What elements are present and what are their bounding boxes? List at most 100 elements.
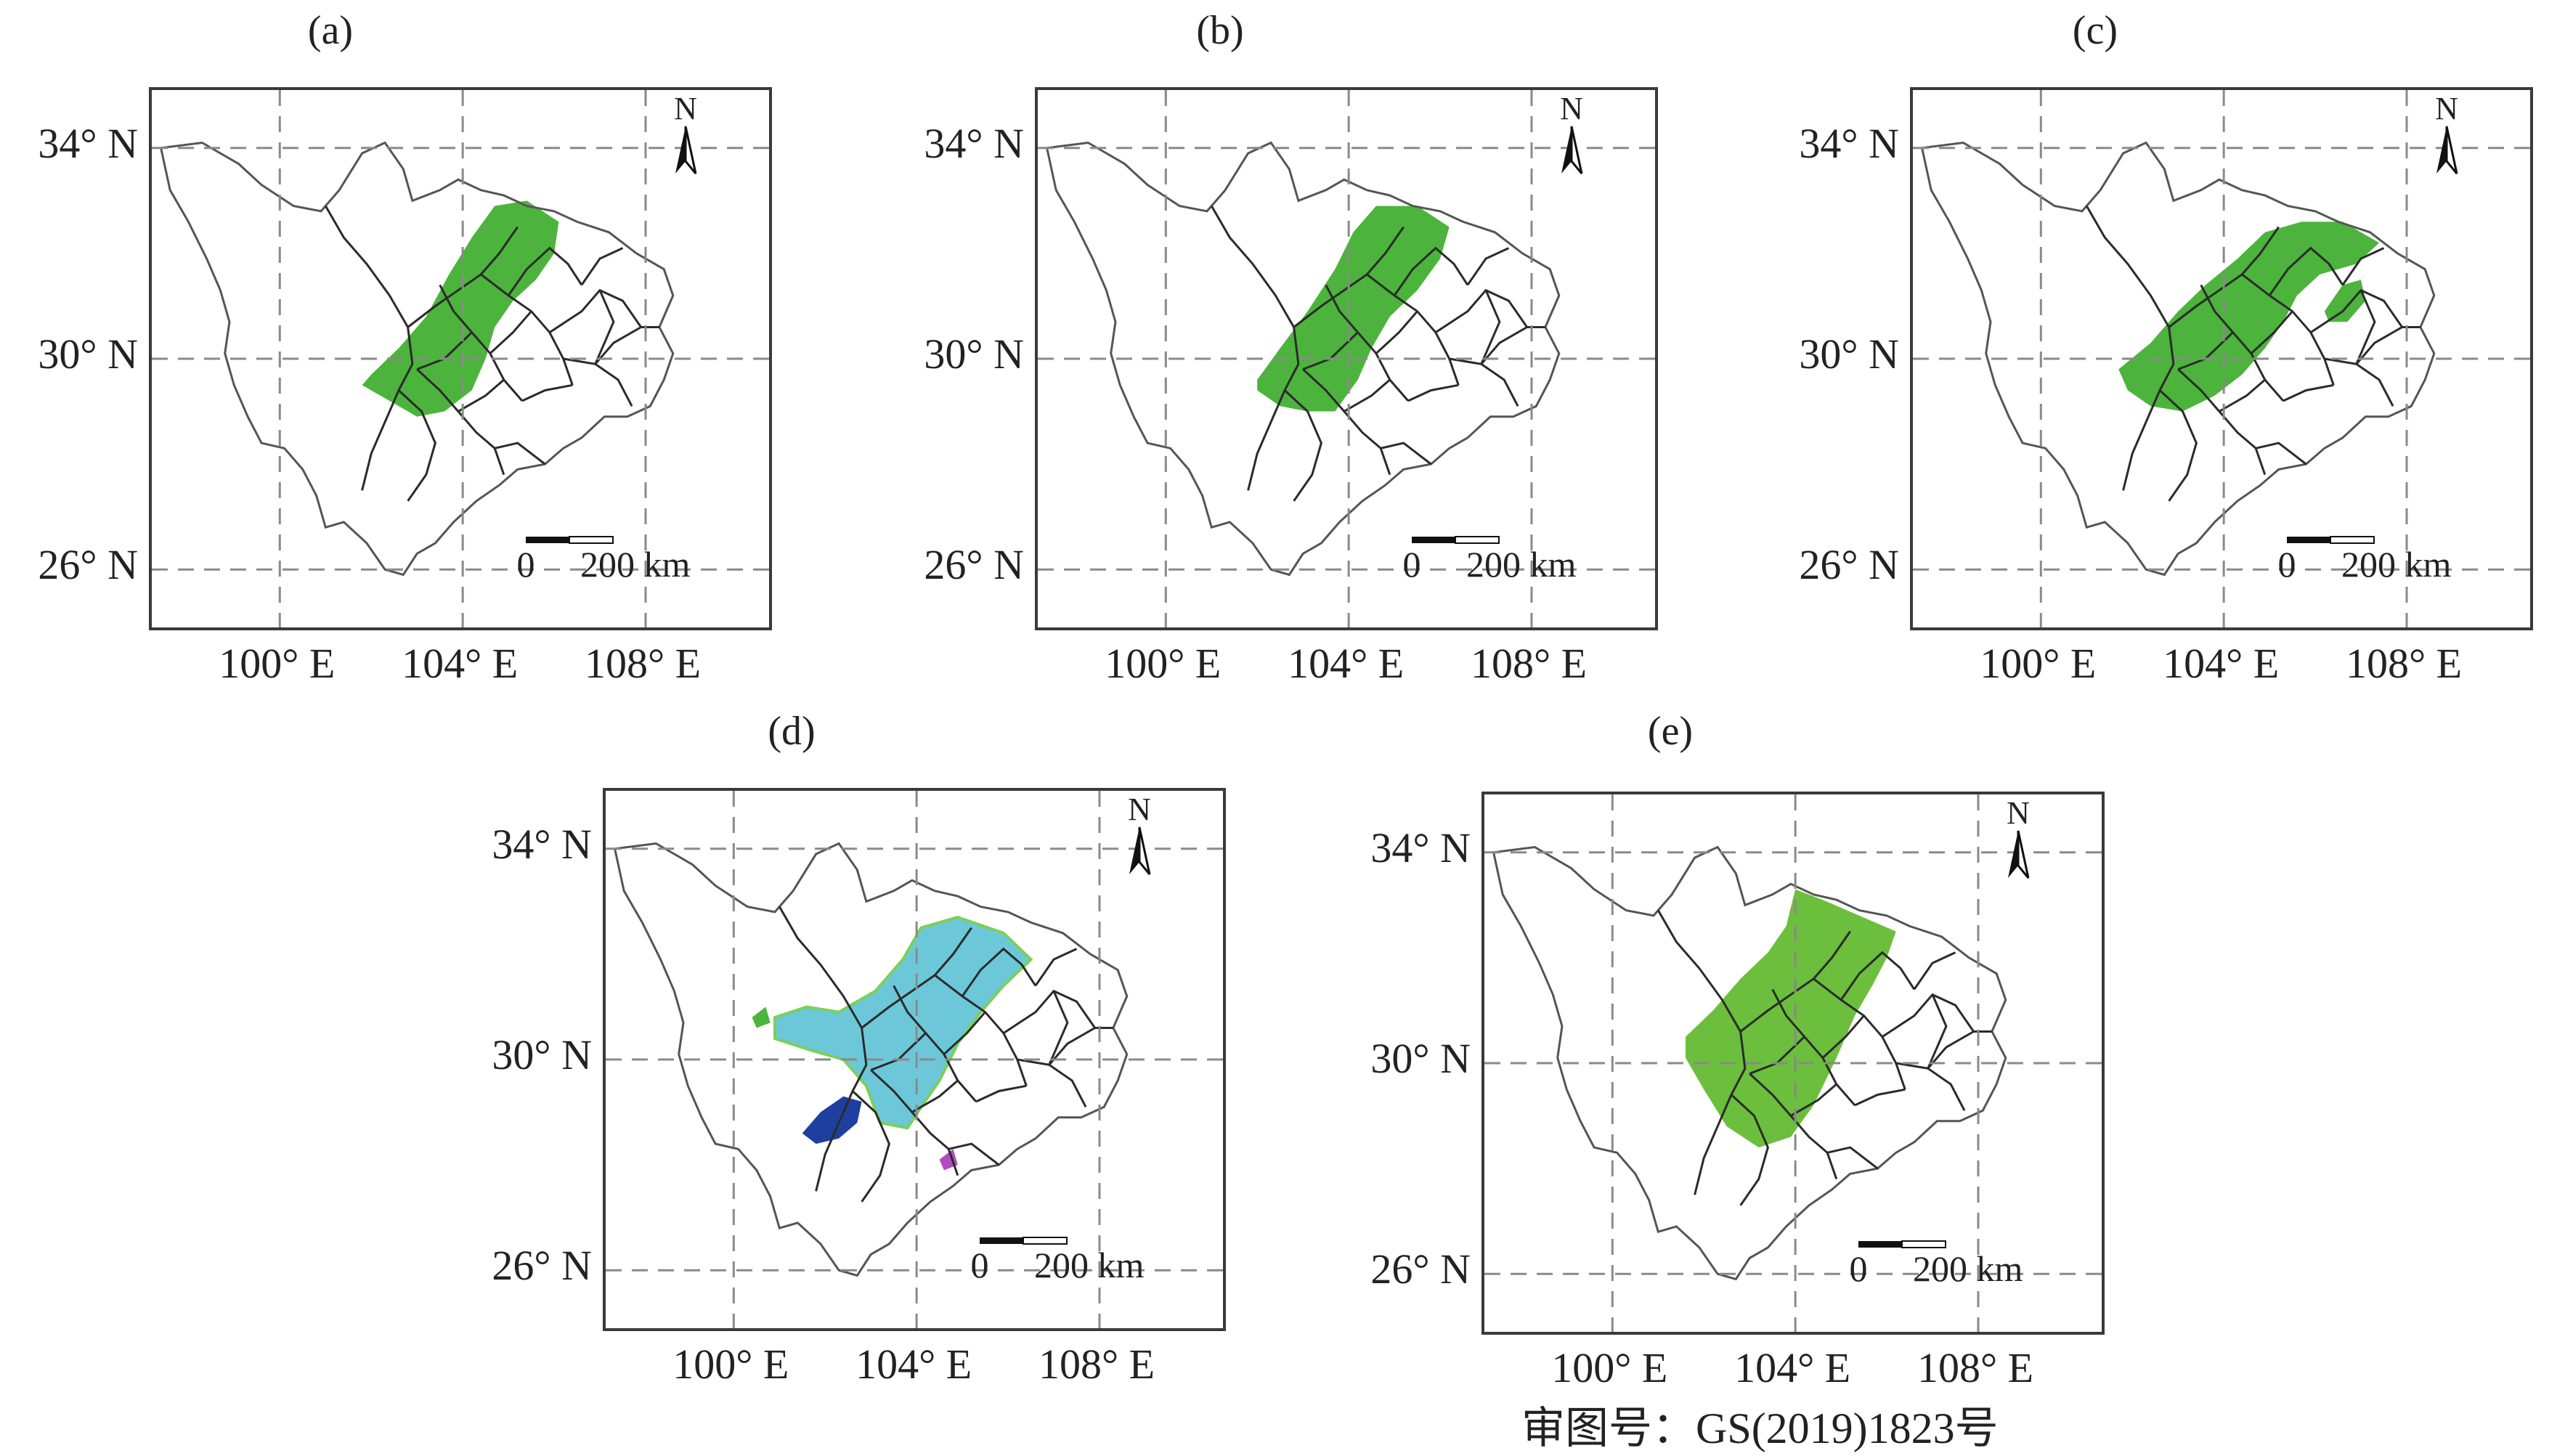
panel-label: (a)	[307, 8, 354, 53]
prefecture-boundary	[2177, 368, 2307, 465]
north-arrow-icon	[675, 126, 686, 174]
scale-bar-distance: 200 km	[1913, 1248, 2023, 1289]
scale-bar-black	[1412, 537, 1455, 543]
north-arrow-label: N	[2435, 91, 2458, 126]
scale-bar-distance: 200 km	[1034, 1245, 1145, 1285]
latitude-label: 30° N	[1799, 330, 1899, 378]
scale-bar-zero: 0	[1850, 1248, 1868, 1289]
prefecture-boundary	[934, 974, 1028, 1086]
latitude-label: 30° N	[924, 330, 1024, 378]
prefecture-boundary	[407, 226, 519, 328]
highlight-region-dark-blue	[802, 1096, 862, 1144]
north-arrow-icon	[1561, 126, 1572, 174]
prefecture-boundary	[870, 1069, 1000, 1166]
prefecture-boundary	[1730, 1094, 1769, 1206]
longitude-label: 104° E	[2163, 640, 2280, 687]
latitude-label: 30° N	[38, 330, 138, 378]
longitude-label: 108° E	[1916, 1344, 2034, 1391]
map-frame: N 0 200 km	[1910, 87, 2533, 630]
north-arrow-icon	[2008, 831, 2018, 878]
prefecture-boundary	[2283, 383, 2334, 402]
scale-bar-zero: 0	[517, 544, 535, 585]
longitude-label: 100° E	[219, 640, 336, 687]
north-arrow-label: N	[2007, 795, 2030, 831]
latitude-label: 26° N	[492, 1242, 592, 1290]
map-canvas: N 0 200 km	[1038, 90, 1655, 627]
prefecture-boundary	[1881, 993, 1992, 1038]
scale-bar-white	[569, 536, 614, 544]
prefecture-boundary	[1034, 948, 1078, 987]
longitude-label: 108° E	[1470, 640, 1588, 687]
prefecture-boundary	[1375, 310, 1418, 354]
prefecture-boundary	[563, 357, 633, 407]
prefecture-boundary	[521, 383, 573, 402]
prefecture-boundary	[1854, 1088, 1906, 1107]
highlight-region-main	[2118, 221, 2380, 412]
prefecture-boundary	[548, 288, 659, 333]
latitude-label: 30° N	[492, 1031, 592, 1078]
map-frame: N 0 200 km	[149, 87, 772, 630]
longitude-label: 100° E	[672, 1341, 789, 1388]
prefecture-boundary	[851, 1090, 890, 1203]
scale-bar-black	[980, 1237, 1023, 1244]
latitude-label: 26° N	[38, 541, 138, 589]
latitude-label: 34° N	[1799, 119, 1899, 167]
prefecture-boundary	[975, 1084, 1027, 1103]
prefecture-boundary	[439, 284, 524, 402]
prefecture-boundary	[458, 378, 505, 412]
latitude-label: 26° N	[924, 541, 1024, 589]
latitude-label: 34° N	[1370, 823, 1471, 871]
panel-label: (c)	[2072, 8, 2118, 53]
prefecture-boundary	[861, 927, 972, 1029]
scale-bar-black	[1858, 1241, 1902, 1248]
north-arrow-icon	[1129, 827, 1139, 874]
longitude-label: 108° E	[584, 640, 702, 687]
prefecture-boundary	[580, 247, 624, 286]
province-boundary	[1492, 845, 2007, 1281]
province-boundary	[159, 141, 675, 577]
prefecture-boundary	[1895, 1062, 1966, 1111]
prefecture-boundary	[397, 389, 436, 502]
north-arrow-label: N	[674, 91, 697, 126]
province-boundary	[1920, 141, 2436, 577]
prefecture-boundary	[1434, 288, 1545, 333]
prefecture-boundary	[2086, 205, 2175, 491]
prefecture-boundary	[1913, 951, 1956, 991]
north-arrow-icon-right	[2445, 126, 2458, 174]
latitude-label: 34° N	[492, 820, 592, 868]
prefecture-boundary	[2219, 378, 2266, 412]
prefecture-boundary	[1002, 989, 1113, 1034]
prefecture-boundary	[943, 1011, 986, 1055]
scale-bar-black	[526, 537, 569, 543]
prefecture-boundary	[893, 985, 977, 1102]
latitude-label: 26° N	[1370, 1245, 1471, 1293]
prefecture-boundary	[416, 368, 546, 465]
prefecture-boundary	[489, 310, 532, 354]
map-canvas: N 0 200 km	[606, 791, 1223, 1328]
scale-bar-zero: 0	[2278, 544, 2296, 585]
prefecture-boundary	[1407, 383, 1459, 402]
prefecture-boundary	[1211, 205, 1300, 491]
prefecture-boundary	[1449, 357, 1519, 407]
map-canvas: N 0 200 km	[1913, 90, 2530, 627]
longitude-label: 100° E	[1551, 1344, 1668, 1391]
longitude-label: 100° E	[1980, 640, 2097, 687]
scale-bar-distance: 200 km	[1466, 544, 1577, 585]
map-frame: N 0 200 km	[1035, 87, 1658, 630]
prefecture-boundary	[1813, 977, 1906, 1090]
prefecture-boundary	[961, 947, 1037, 997]
prefecture-boundary	[1379, 447, 1391, 476]
longitude-label: 108° E	[1038, 1341, 1155, 1388]
highlight-region-main	[773, 916, 1033, 1130]
panel-label: (d)	[768, 709, 816, 754]
latitude-label: 34° N	[924, 119, 1024, 167]
map-approval-number: 审图号：GS(2019)1823号	[1521, 1404, 1999, 1452]
scale-bar-white	[1455, 536, 1500, 544]
north-arrow-icon-right	[2017, 830, 2030, 879]
prefecture-boundary	[2324, 357, 2394, 407]
scale-bar-white	[1901, 1240, 1946, 1248]
map-canvas: N 0 200 km	[152, 90, 769, 627]
north-arrow-label: N	[1560, 91, 1583, 126]
prefecture-boundary	[594, 326, 642, 365]
prefecture-boundary	[1749, 1073, 1879, 1170]
